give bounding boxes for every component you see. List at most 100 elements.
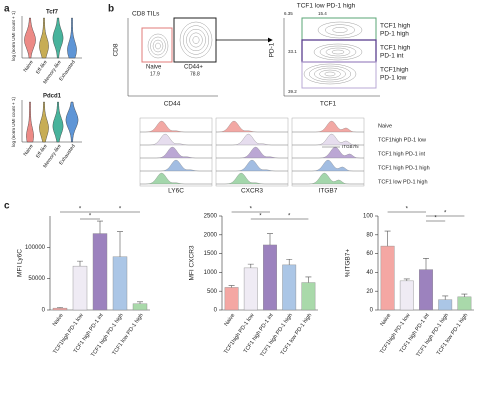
gate-pct: 39.2 xyxy=(288,89,297,94)
gene-title: Pdcd1 xyxy=(43,94,62,100)
significance-label: * xyxy=(434,216,437,222)
significance-label: * xyxy=(250,207,253,213)
gate-pct: 78.8 xyxy=(190,71,200,77)
bar xyxy=(301,282,316,311)
y-tick-label: 2500 xyxy=(204,214,218,220)
contour xyxy=(319,45,357,59)
group-label: Naive xyxy=(22,143,34,157)
y-label: log (norm UMI count + 1) xyxy=(11,11,16,61)
y-tick-label: 500 xyxy=(207,289,218,295)
contour xyxy=(155,42,161,50)
gate-pct: 6.35 xyxy=(284,11,293,16)
bar xyxy=(380,245,395,311)
error-bar xyxy=(247,263,254,268)
histogram xyxy=(140,133,212,146)
violin xyxy=(24,17,36,59)
contour xyxy=(179,21,213,59)
error-bar xyxy=(442,295,449,300)
histogram xyxy=(140,159,212,172)
y-label: MFI Ly6C xyxy=(17,249,24,277)
gate-label: TCF1 high xyxy=(380,45,411,52)
histogram xyxy=(140,172,212,185)
histogram xyxy=(292,172,364,185)
violin xyxy=(52,17,64,59)
bar xyxy=(52,307,68,311)
plot-title: CD8 TILs xyxy=(132,11,160,18)
gate-pct: 33.1 xyxy=(288,49,297,54)
bar xyxy=(263,244,277,311)
histogram xyxy=(292,146,364,159)
significance-label: * xyxy=(89,214,92,220)
histogram xyxy=(292,120,364,133)
error-bar xyxy=(286,258,293,265)
bar xyxy=(243,267,258,311)
error-bar xyxy=(117,231,123,257)
histogram-annotation: ITGB7hi xyxy=(342,144,359,149)
histogram xyxy=(216,159,288,172)
y-tick-label: 20 xyxy=(366,289,373,295)
y-tick-label: 40 xyxy=(366,270,373,276)
gate-label: TCF1high xyxy=(380,67,409,74)
bar xyxy=(399,280,414,311)
population-label: TCF1 high PD-1 int xyxy=(378,151,426,157)
population-label: TCF1 low PD-1 high xyxy=(378,179,428,185)
y-tick-label: 50000 xyxy=(28,276,45,282)
error-bar xyxy=(423,258,429,270)
gate-label: PD-1 low xyxy=(380,75,407,82)
marker-label: CXCR3 xyxy=(241,188,263,195)
y-tick-label: 1000 xyxy=(204,270,218,276)
bar xyxy=(132,303,148,311)
violin xyxy=(26,101,34,143)
gate-pct: 17.9 xyxy=(150,71,160,77)
significance-label: * xyxy=(119,207,122,213)
significance-label: * xyxy=(288,214,291,220)
contour xyxy=(147,33,169,59)
plot-title: TCF1 low PD-1 high xyxy=(297,3,356,10)
y-label: MFI CXCR3 xyxy=(189,245,196,280)
bar xyxy=(457,296,472,311)
bar xyxy=(112,256,128,311)
y-tick-label: 2000 xyxy=(204,232,218,238)
contour xyxy=(186,29,206,52)
y-tick-label: 1500 xyxy=(204,251,218,257)
marker-label: ITGB7 xyxy=(319,188,338,195)
x-label: TCF1 xyxy=(320,101,337,108)
panel-label: b xyxy=(108,4,114,15)
x-tick-label: Naive xyxy=(52,313,65,328)
error-bar xyxy=(305,276,312,283)
contour xyxy=(309,65,352,83)
histogram xyxy=(140,120,212,133)
error-bar xyxy=(137,301,143,304)
contour xyxy=(189,32,203,48)
gate xyxy=(301,39,377,63)
error-bar xyxy=(228,285,235,288)
x-tick-label: Naive xyxy=(223,313,236,328)
contour xyxy=(313,43,363,61)
violin xyxy=(67,17,77,59)
error-bar xyxy=(77,260,83,267)
y-tick-label: 100000 xyxy=(25,245,46,251)
bar xyxy=(92,233,108,311)
bar xyxy=(282,264,297,311)
gate-pct: 15.4 xyxy=(318,11,327,16)
error-bar xyxy=(57,307,63,309)
group-label: Eff-like xyxy=(35,59,49,75)
violin xyxy=(39,17,49,59)
group-label: Naive xyxy=(22,59,34,73)
histogram xyxy=(216,120,288,133)
gene-title: Tcf7 xyxy=(46,10,59,16)
y-tick-label: 0 xyxy=(42,308,46,314)
panel-label: c xyxy=(4,201,10,212)
contour xyxy=(325,47,351,57)
y-tick-label: 0 xyxy=(214,308,218,314)
y-label: PD-1 xyxy=(269,42,276,57)
histogram xyxy=(292,133,364,146)
violin xyxy=(52,101,64,143)
histogram xyxy=(216,172,288,185)
violin xyxy=(65,101,79,143)
contour xyxy=(332,27,348,33)
gate-label: PD-1 int xyxy=(380,53,404,60)
error-bar xyxy=(97,220,103,234)
gate-label: CD44+ xyxy=(184,65,203,71)
